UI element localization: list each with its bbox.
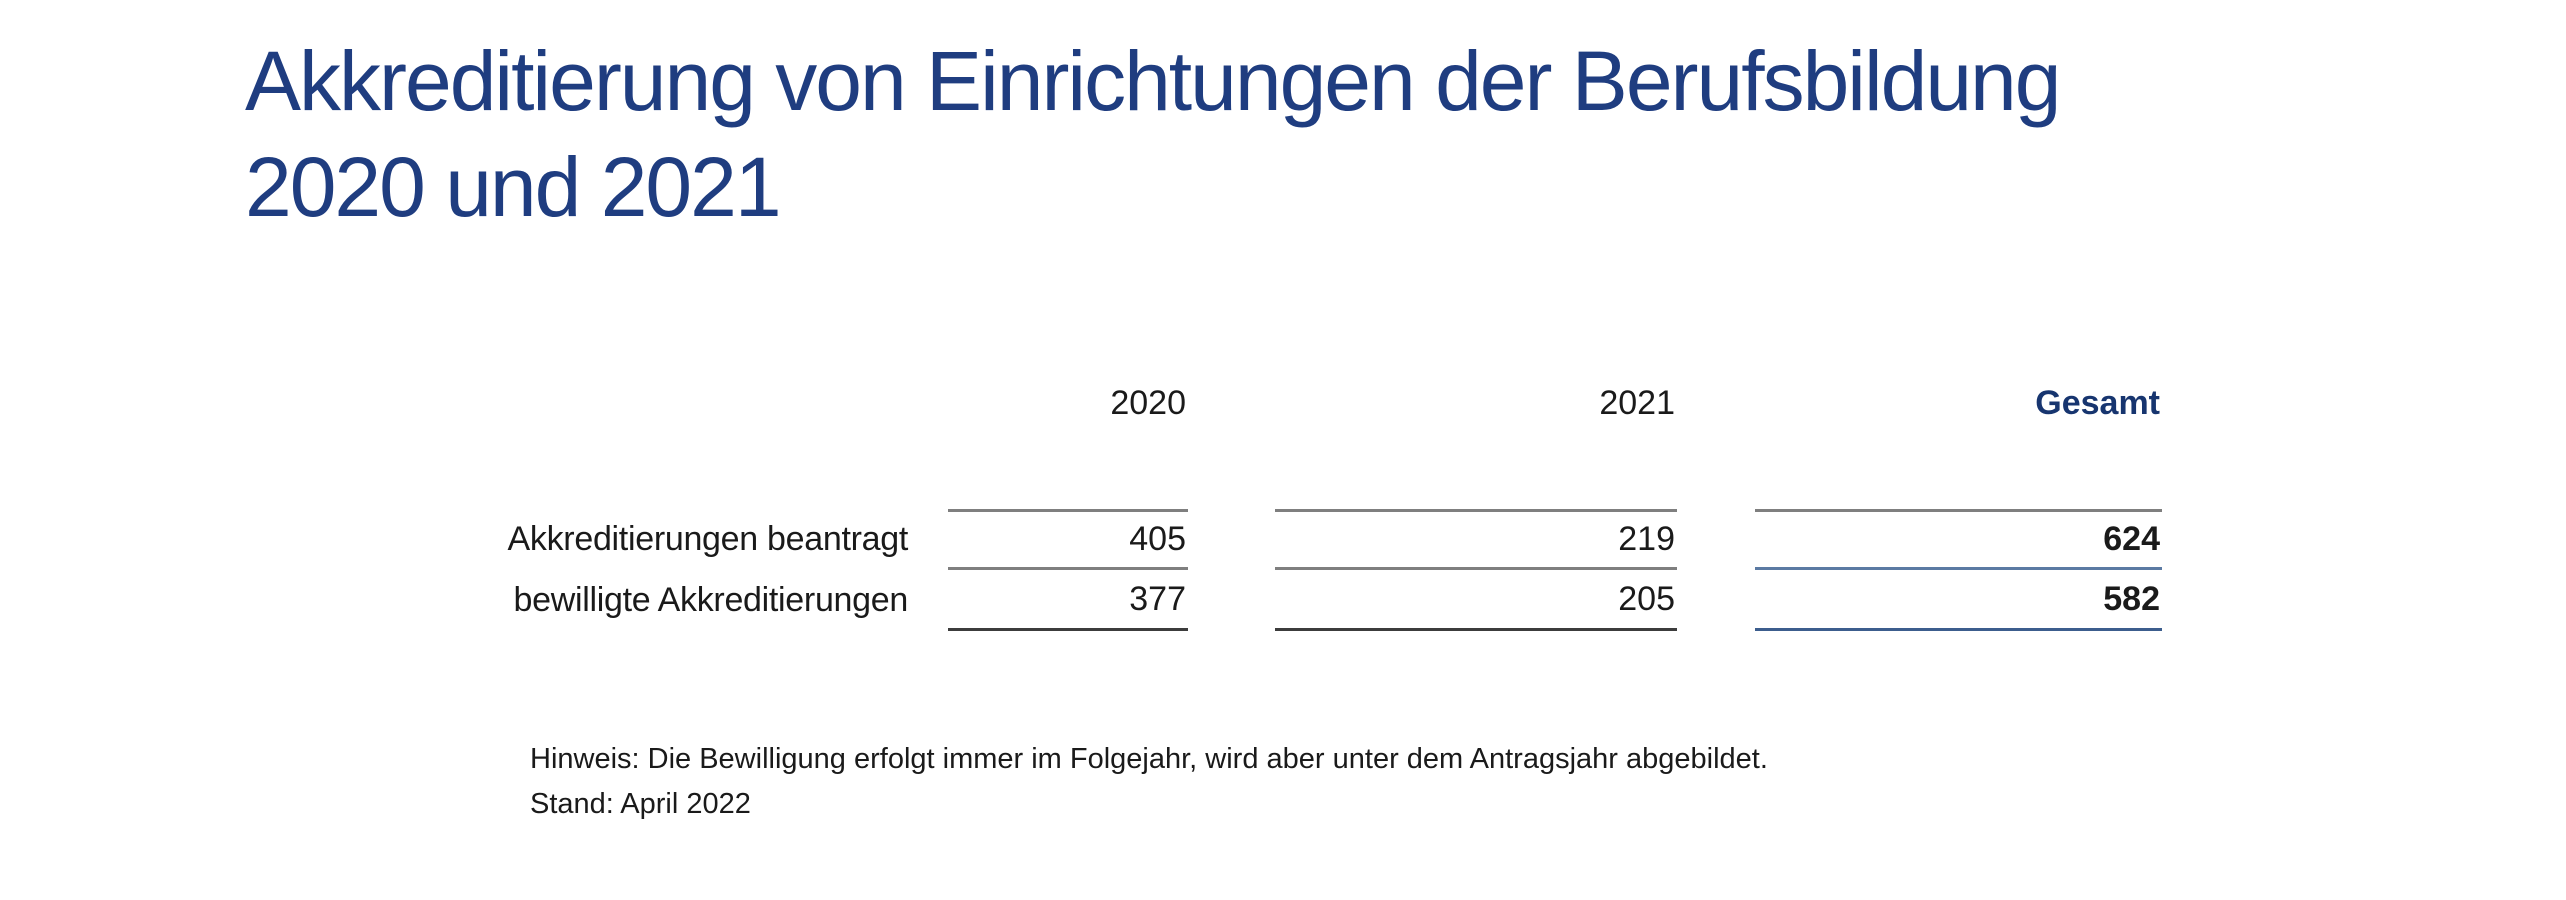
- header-empty-label-cell: [488, 378, 948, 420]
- page-title-line1: Akkreditierung von Einrichtungen der Ber…: [245, 34, 2061, 128]
- footnote-stand: Stand: April 2022: [530, 788, 751, 820]
- accreditation-table: 2020 2021 Gesamt Akkreditierungen beantr…: [488, 378, 2162, 631]
- value-2021: 219: [1275, 509, 1677, 570]
- header-2020: 2020: [1110, 384, 1186, 422]
- value-gesamt: 582: [1755, 570, 2162, 631]
- row-label: bewilligte Akkreditierungen: [513, 581, 909, 619]
- table-row: Akkreditierungen beantragt 405 219 624: [488, 509, 2162, 570]
- table-header-row: 2020 2021 Gesamt: [488, 378, 2162, 420]
- header-2021: 2021: [1599, 384, 1675, 422]
- value-gesamt: 624: [1755, 509, 2162, 570]
- footnotes: Hinweis: Die Bewilligung erfolgt immer i…: [530, 737, 1768, 827]
- header-gesamt: Gesamt: [2035, 384, 2160, 422]
- value-2021: 205: [1275, 570, 1677, 631]
- table-row: bewilligte Akkreditierungen 377 205 582: [488, 570, 2162, 631]
- table-body: Akkreditierungen beantragt 405 219 624 b…: [488, 509, 2162, 631]
- footnote-hinweis: Hinweis: Die Bewilligung erfolgt immer i…: [530, 743, 1768, 775]
- row-label: Akkreditierungen beantragt: [507, 520, 909, 558]
- page-title: Akkreditierung von Einrichtungen der Ber…: [245, 28, 2061, 240]
- value-2020: 405: [948, 509, 1188, 570]
- value-2020: 377: [948, 570, 1188, 631]
- page-title-line2: 2020 und 2021: [245, 140, 782, 234]
